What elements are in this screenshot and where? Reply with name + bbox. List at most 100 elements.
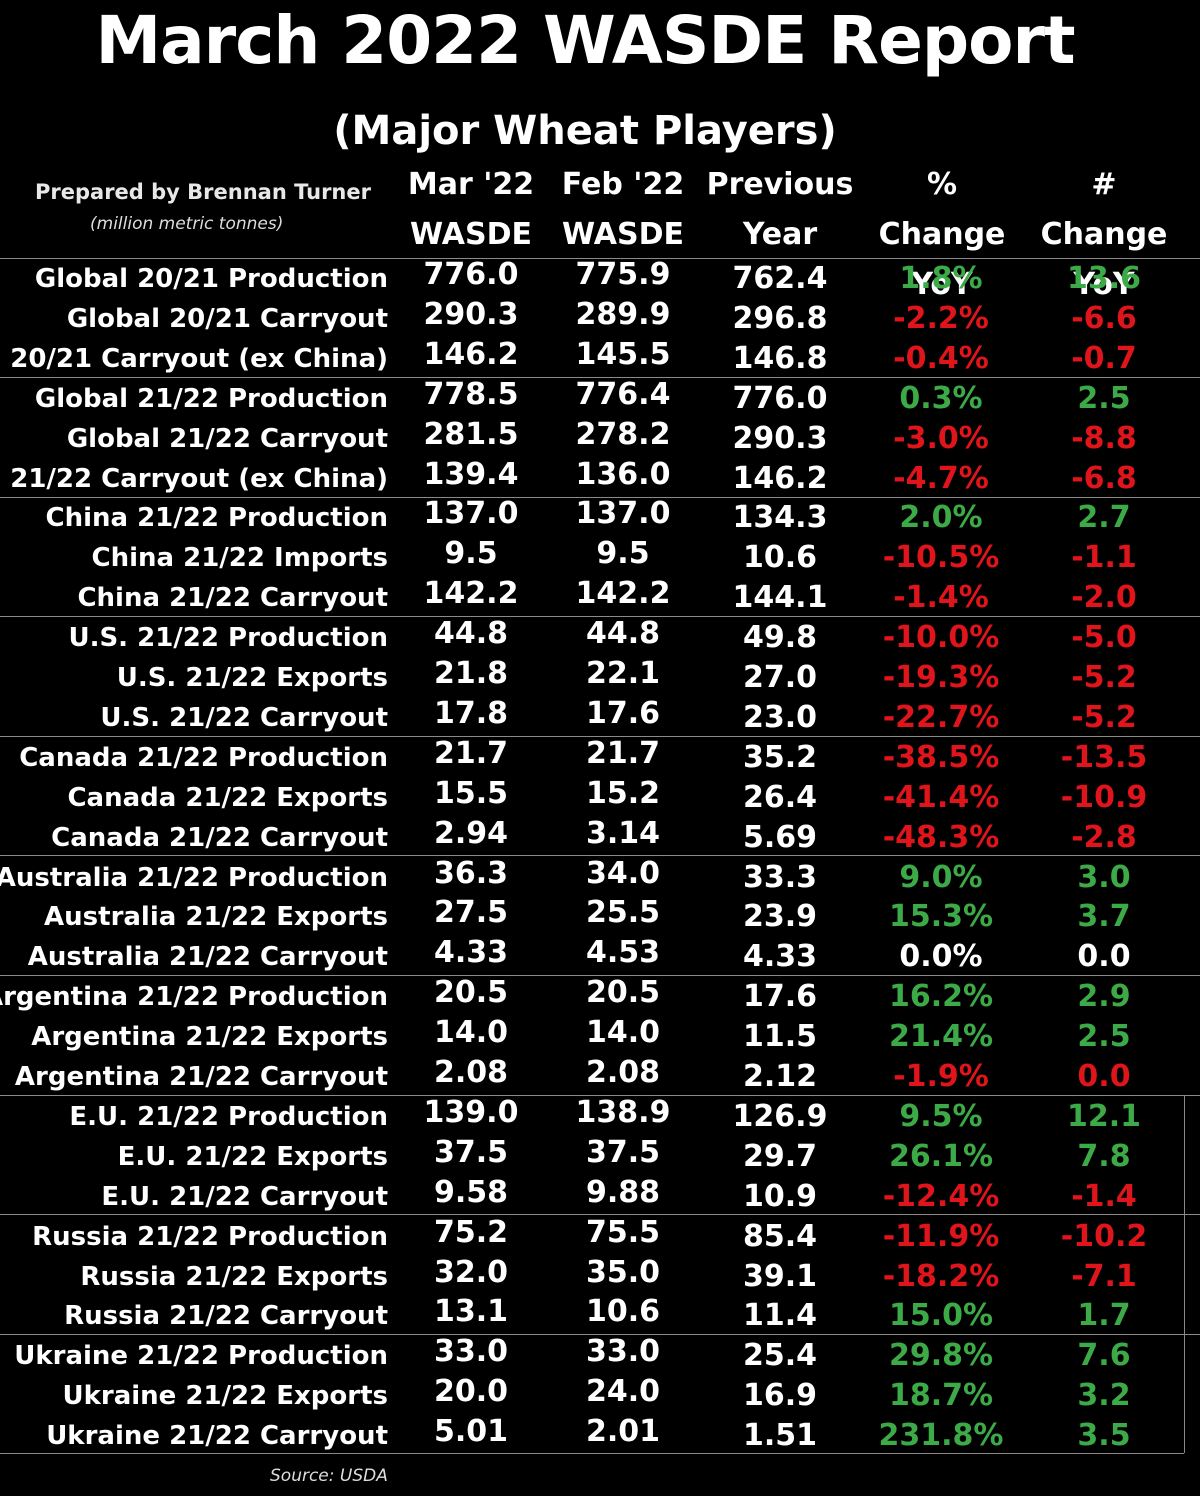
table-row: Russia 21/22 Exports 32.0 35.0 39.1 -18.2% -7… xyxy=(0,1255,1200,1297)
units-note: (million metric tonnes) xyxy=(90,214,284,234)
table-row: Argentina 21/22 Production 20.5 20.5 17.6 16… xyxy=(0,975,1200,1017)
table-row: Ukraine 21/22 Carryout 5.01 2.01 1.51 231.8%… xyxy=(0,1414,1200,1456)
cell-mar22: 2.08 xyxy=(433,1055,509,1090)
cell-feb22: 145.5 xyxy=(575,336,671,372)
cell-mar22: 27.5 xyxy=(433,895,509,931)
cell-mar22: 4.33 xyxy=(433,935,509,971)
cell-pct-change: -0.4% xyxy=(893,340,989,376)
cell-mar22: 37.5 xyxy=(433,1134,509,1170)
cell-pct-change: 2.0% xyxy=(899,500,983,536)
cell-num-change: -1.1 xyxy=(1071,540,1137,576)
group-divider xyxy=(0,616,1200,617)
cell-pct-change: 231.8% xyxy=(878,1418,1004,1454)
cell-feb22: 75.5 xyxy=(585,1214,661,1250)
cell-pct-change: 0.0% xyxy=(899,939,983,975)
cell-mar22: 36.3 xyxy=(433,855,509,891)
col-header-mar22-line1: Mar '22 xyxy=(407,167,535,202)
table-row: China 21/22 Carryout 142.2 142.2 144.1 -1.4%… xyxy=(0,576,1200,618)
cell-prev-year: 85.4 xyxy=(742,1218,818,1254)
cell-prev-year: 35.2 xyxy=(742,739,818,775)
table-row: U.S. 21/22 Production 44.8 44.8 49.8 -10.0% -… xyxy=(0,616,1200,658)
cell-num-change: -6.8 xyxy=(1071,460,1137,496)
row-label: E.U. 21/22 Exports xyxy=(117,1141,388,1172)
col-header-pct-change-line1: % Change xyxy=(878,167,1006,252)
cell-pct-change: 1.8% xyxy=(899,261,983,296)
cell-prev-year: 17.6 xyxy=(742,979,818,1015)
group-divider xyxy=(0,377,1200,378)
cell-prev-year: 10.9 xyxy=(742,1178,818,1214)
cell-mar22: 14.0 xyxy=(433,1015,509,1051)
row-label: Canada 21/22 Exports xyxy=(67,782,388,813)
row-label: E.U. 21/22 Production xyxy=(69,1101,388,1132)
cell-prev-year: 23.0 xyxy=(742,699,818,735)
col-header-num-change-line2: YoY xyxy=(1073,267,1135,302)
cell-prev-year: 4.33 xyxy=(742,939,818,975)
table-row: E.U. 21/22 Production 139.0 138.9 126.9 9.5%… xyxy=(0,1095,1200,1137)
cell-feb22: 776.4 xyxy=(575,376,671,412)
row-label: Australia 21/22 Production xyxy=(0,862,388,893)
cell-mar22: 2.94 xyxy=(433,815,509,851)
col-header-prev-year-line1: Previous xyxy=(706,167,854,202)
table-row: Global 20/21 Production 776.0 775.9 762.4 1.… xyxy=(0,257,1200,299)
col-header-pct-change: % Change YoY xyxy=(862,160,1022,310)
table-row: Russia 21/22 Production 75.2 75.5 85.4 -11.9… xyxy=(0,1215,1200,1257)
cell-feb22: 10.6 xyxy=(585,1294,661,1330)
row-label: China 21/22 Imports xyxy=(91,543,389,574)
cell-mar22: 17.8 xyxy=(433,695,509,731)
col-header-feb22-line1: Feb '22 xyxy=(561,167,685,202)
col-header-prev-year-line2: Year xyxy=(742,217,818,252)
cell-num-change: -0.7 xyxy=(1071,340,1137,376)
cell-pct-change: 16.2% xyxy=(888,979,994,1015)
cell-mar22: 139.0 xyxy=(423,1094,519,1130)
cell-num-change: 1.7 xyxy=(1077,1298,1131,1334)
col-header-feb22: Feb '22 WASDE xyxy=(548,160,698,260)
table-row: Canada 21/22 Production 21.7 21.7 35.2 -38.5… xyxy=(0,736,1200,778)
cell-pct-change: -1.9% xyxy=(893,1059,989,1094)
cell-pct-change: 9.5% xyxy=(899,1098,983,1134)
row-label: Ukraine 21/22 Production xyxy=(14,1341,388,1372)
row-label: Global 20/21 Production xyxy=(34,264,388,294)
cell-feb22: 289.9 xyxy=(575,296,671,332)
cell-prev-year: 39.1 xyxy=(742,1258,818,1294)
cell-num-change: -5.2 xyxy=(1071,660,1137,695)
cell-mar22: 21.8 xyxy=(433,656,509,691)
table-row: U.S. 21/22 Carryout 17.8 17.6 23.0 -22.7% -5.… xyxy=(0,696,1200,738)
cell-mar22: 20.0 xyxy=(433,1374,509,1410)
row-label: Russia 21/22 Carryout xyxy=(64,1301,388,1332)
cell-num-change: 3.5 xyxy=(1077,1418,1131,1454)
cell-num-change: -5.0 xyxy=(1071,620,1137,656)
cell-num-change: -7.1 xyxy=(1071,1258,1137,1294)
cell-feb22: 22.1 xyxy=(585,656,661,691)
row-label: Russia 21/22 Production xyxy=(32,1221,388,1252)
row-label: Russia 21/22 Exports xyxy=(80,1261,388,1292)
table-right-border xyxy=(1184,1095,1185,1453)
table-row: Russia 21/22 Carryout 13.1 10.6 11.4 15.0% 1.… xyxy=(0,1294,1200,1336)
cell-feb22: 137.0 xyxy=(575,496,671,532)
cell-prev-year: 134.3 xyxy=(732,500,828,536)
cell-num-change: 0.0 xyxy=(1077,1059,1131,1094)
table-row: Argentina 21/22 Exports 14.0 14.0 11.5 21.4%… xyxy=(0,1015,1200,1057)
row-label: China 21/22 Production xyxy=(45,503,388,534)
cell-mar22: 146.2 xyxy=(423,336,519,372)
cell-num-change: -8.8 xyxy=(1071,420,1137,456)
row-label: Global 20/21 Carryout xyxy=(66,303,388,334)
cell-feb22: 35.0 xyxy=(585,1254,661,1290)
cell-prev-year: 5.69 xyxy=(742,819,818,855)
table-row: Global 21/22 Carryout 281.5 278.2 290.3 -3.0… xyxy=(0,417,1200,459)
row-label: Australia 21/22 Carryout xyxy=(27,942,388,973)
cell-pct-change: -4.7% xyxy=(893,460,989,496)
cell-feb22: 2.01 xyxy=(585,1414,661,1450)
cell-num-change: 3.7 xyxy=(1077,899,1131,935)
cell-feb22: 34.0 xyxy=(585,855,661,891)
cell-num-change: -1.4 xyxy=(1071,1178,1137,1214)
cell-pct-change: 18.7% xyxy=(888,1378,994,1414)
table-row: Ukraine 21/22 Exports 20.0 24.0 16.9 18.7% 3.… xyxy=(0,1374,1200,1416)
cell-feb22: 136.0 xyxy=(575,456,671,492)
group-divider xyxy=(0,1453,1184,1454)
cell-num-change: 13.6 xyxy=(1066,261,1142,296)
table-row: Canada 21/22 Exports 15.5 15.2 26.4 -41.4% -1… xyxy=(0,776,1200,818)
cell-feb22: 37.5 xyxy=(585,1134,661,1170)
cell-prev-year: 49.8 xyxy=(742,620,818,656)
cell-feb22: 9.88 xyxy=(585,1174,661,1210)
cell-mar22: 20.5 xyxy=(433,975,509,1011)
